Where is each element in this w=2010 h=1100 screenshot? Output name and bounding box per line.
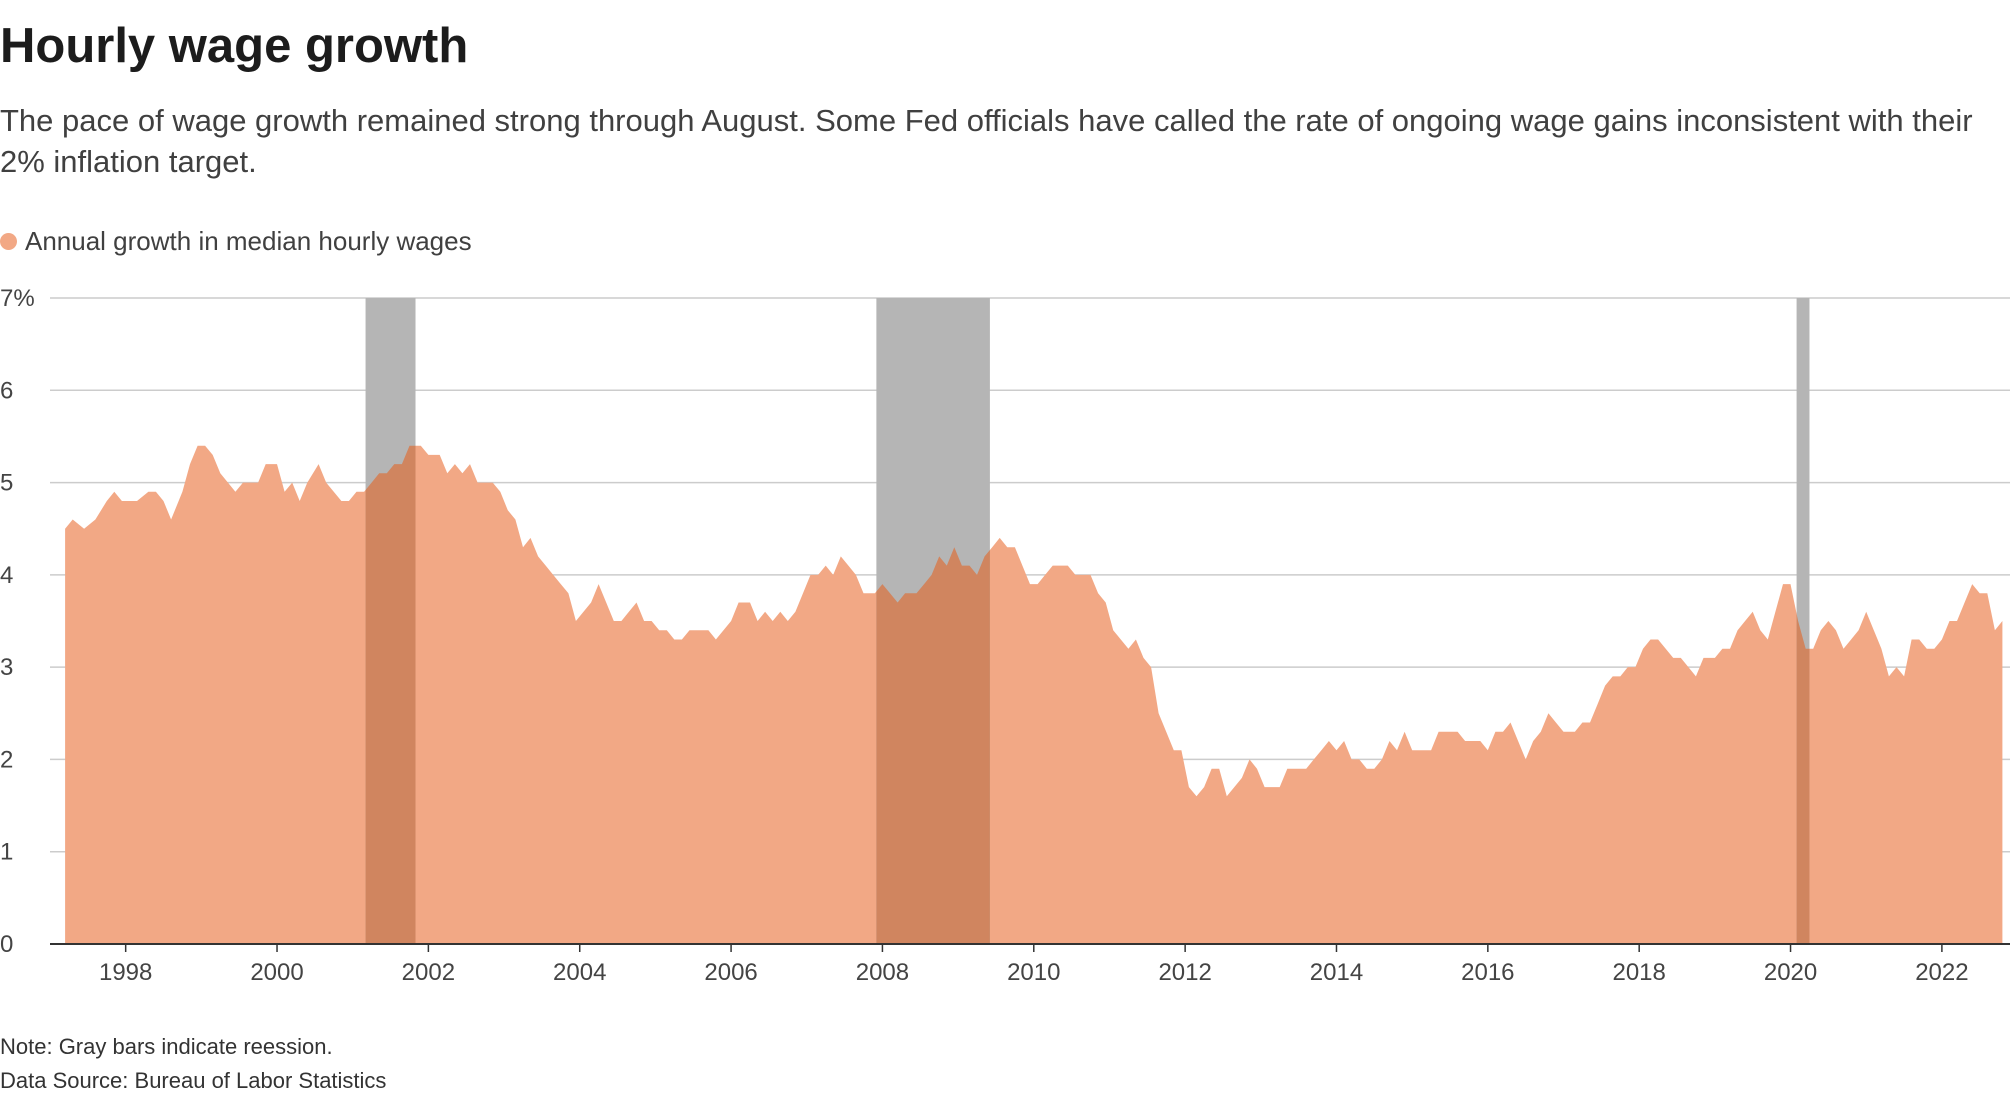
y-tick-label-3: 3: [0, 654, 13, 681]
y-tick-label-5: 5: [0, 470, 13, 497]
y-tick-label-1: 1: [0, 839, 13, 866]
x-tick-label-2004: 2004: [553, 959, 606, 986]
x-tick-label-2012: 2012: [1158, 959, 1211, 986]
recession-overlap-1: [365, 445, 416, 944]
legend-label: Annual growth in median hourly wages: [25, 226, 472, 256]
chart-source: Data Source: Bureau of Labor Statistics: [0, 1068, 387, 1093]
x-tick-label-2014: 2014: [1310, 959, 1363, 986]
chart-note: Note: Gray bars indicate reession.: [0, 1034, 333, 1059]
legend-swatch: [0, 233, 17, 250]
recession-bars: [365, 298, 1810, 944]
x-tick-label-2002: 2002: [402, 959, 455, 986]
x-tick-label-2010: 2010: [1007, 959, 1060, 986]
x-tick-label-2006: 2006: [704, 959, 757, 986]
legend: Annual growth in median hourly wages: [0, 226, 472, 257]
x-tick-label-1998: 1998: [99, 959, 152, 986]
x-tick-label-2018: 2018: [1612, 959, 1665, 986]
x-tick-label-2022: 2022: [1915, 959, 1968, 986]
y-tick-label-7: 7%: [0, 285, 35, 312]
area-layer: [65, 445, 2003, 944]
x-tick-label-2020: 2020: [1764, 959, 1817, 986]
x-tick-label-2008: 2008: [856, 959, 909, 986]
x-tick-label-2016: 2016: [1461, 959, 1514, 986]
axes: 0 1 2 3 4 5 6 7% 1998 2000 2002 2004 2006 2008 2010 201…: [0, 285, 2010, 986]
y-tick-label-4: 4: [0, 562, 13, 589]
y-tick-label-6: 6: [0, 377, 13, 404]
y-tick-label-0: 0: [0, 931, 13, 958]
chart-subtitle: The pace of wage growth remained strong …: [0, 103, 1973, 179]
wage-growth-area: [65, 445, 2003, 944]
x-tick-label-2000: 2000: [250, 959, 303, 986]
y-tick-label-2: 2: [0, 746, 13, 773]
chart-title: Hourly wage growth: [0, 19, 469, 73]
